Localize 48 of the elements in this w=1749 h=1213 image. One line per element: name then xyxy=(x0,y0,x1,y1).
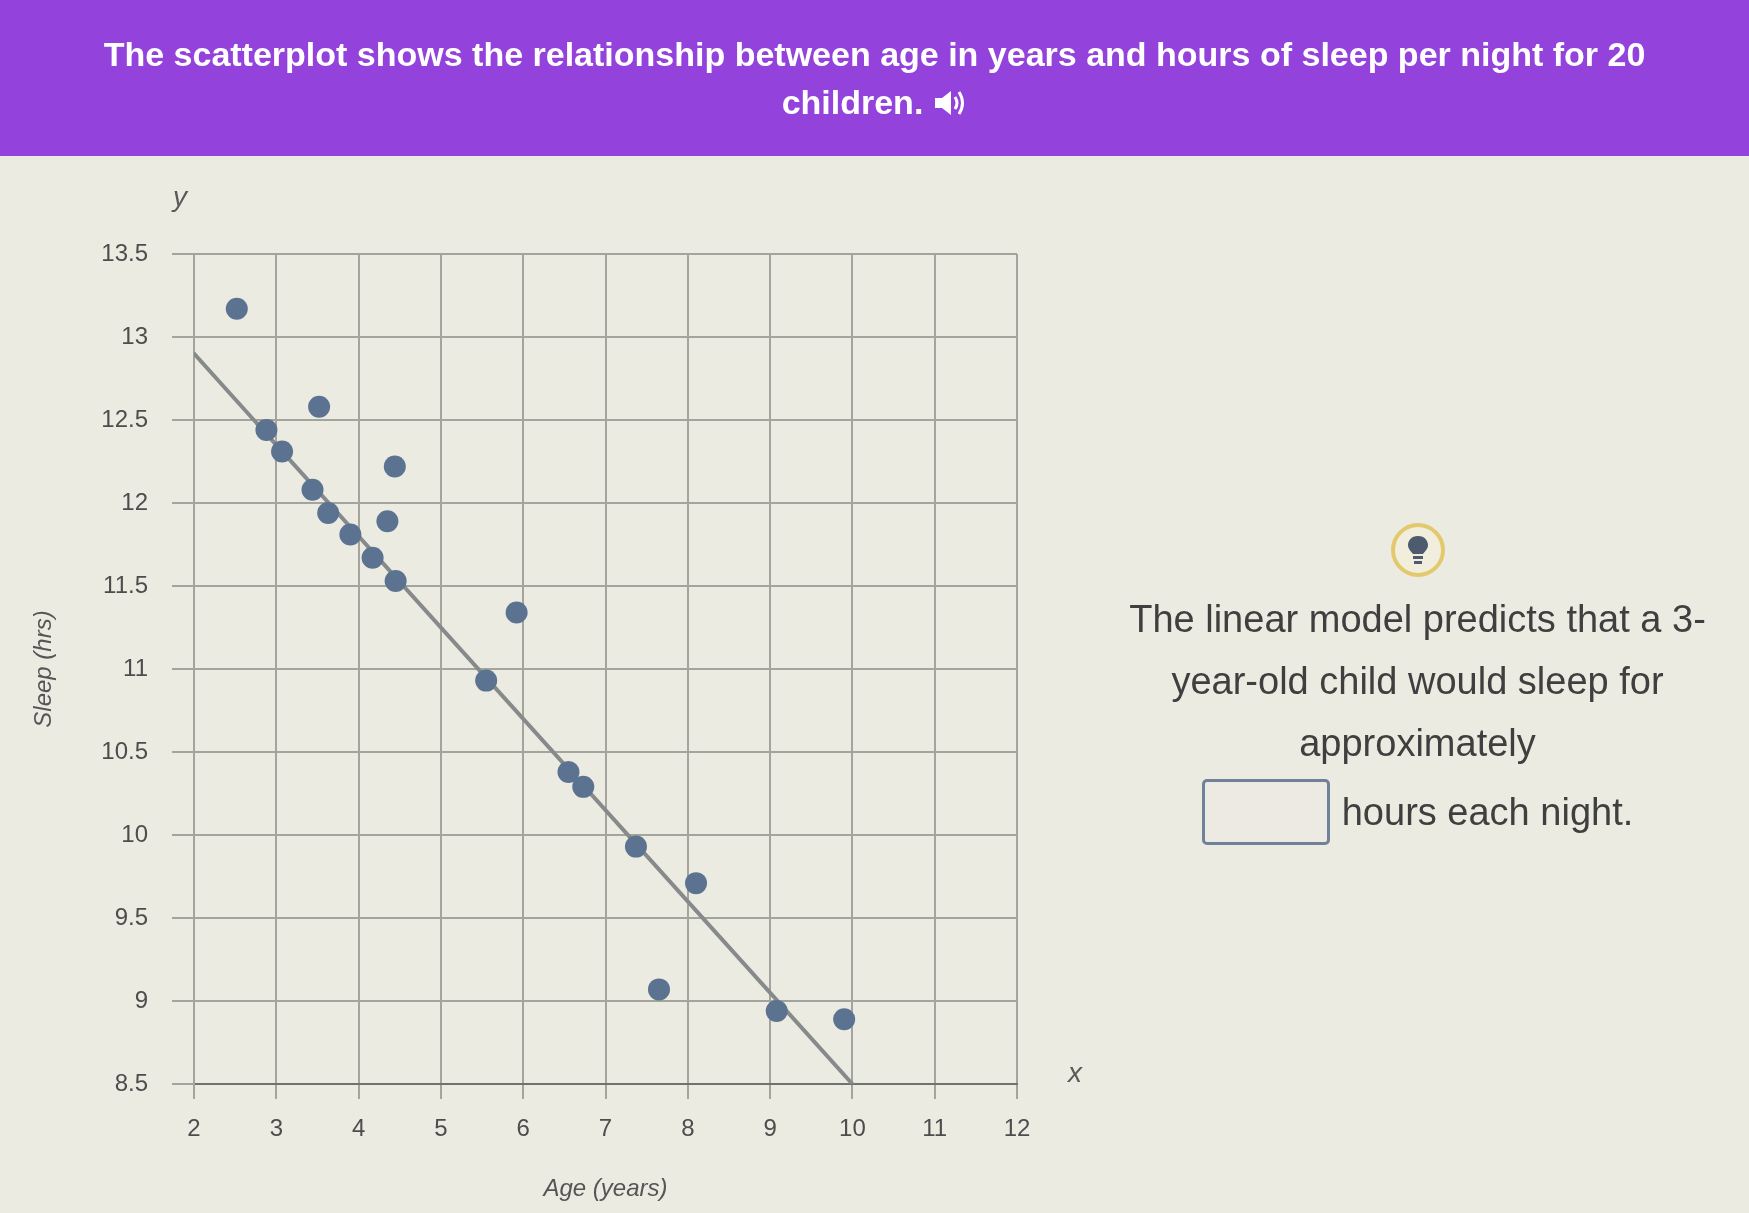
point xyxy=(685,872,708,895)
x-tick-label: 3 xyxy=(269,1114,283,1142)
y-axis-title: Sleep (hrs) xyxy=(29,610,57,728)
y-tick-label: 11.5 xyxy=(103,570,148,598)
point xyxy=(339,523,362,546)
point xyxy=(833,1008,856,1031)
point xyxy=(765,999,788,1022)
x-tick-label: 9 xyxy=(763,1114,777,1142)
point xyxy=(308,395,331,418)
point xyxy=(475,669,498,692)
point xyxy=(557,760,580,783)
y-tick-label: 11 xyxy=(123,653,148,681)
point xyxy=(384,570,407,593)
point xyxy=(505,601,528,624)
point xyxy=(271,440,294,463)
x-tick-label: 4 xyxy=(351,1114,366,1142)
text: y xyxy=(171,180,189,212)
x-tick-label: 11 xyxy=(922,1114,948,1142)
point xyxy=(301,478,324,501)
x-tick-label: 10 xyxy=(839,1114,866,1142)
y-tick-label: 12.5 xyxy=(101,404,148,432)
point xyxy=(376,510,399,533)
text: x xyxy=(1066,1056,1083,1088)
point xyxy=(648,978,670,1001)
x-tick-label: 7 xyxy=(598,1114,613,1142)
x-axis-title: Age (years) xyxy=(541,1174,668,1202)
y-tick-label: 12 xyxy=(121,487,148,515)
point xyxy=(255,418,278,441)
text: hours each night. xyxy=(1341,790,1634,833)
x-tick-label: 6 xyxy=(516,1114,530,1142)
y-tick-label: 8.5 xyxy=(114,1068,148,1096)
x-tick-label: 2 xyxy=(187,1114,201,1142)
y-tick-label: 10 xyxy=(121,819,148,847)
x-tick-label: 5 xyxy=(434,1114,448,1142)
point xyxy=(225,297,248,320)
point xyxy=(361,546,384,569)
point xyxy=(383,455,406,478)
y-tick-label: 9.5 xyxy=(114,902,148,930)
x-tick-label: 12 xyxy=(1003,1114,1031,1142)
point xyxy=(624,835,647,858)
point xyxy=(317,501,340,524)
y-tick-label: 13 xyxy=(121,321,148,349)
point xyxy=(572,775,595,798)
y-tick-label: 13.5 xyxy=(101,238,148,266)
y-tick-label: 9 xyxy=(134,985,148,1013)
x-tick-label: 8 xyxy=(681,1114,695,1142)
chart-title: The scatterplot shows the relationship between age in years and hours of sleep per night for 20 children. xyxy=(103,35,1646,121)
y-tick-label: 10.5 xyxy=(101,736,148,764)
